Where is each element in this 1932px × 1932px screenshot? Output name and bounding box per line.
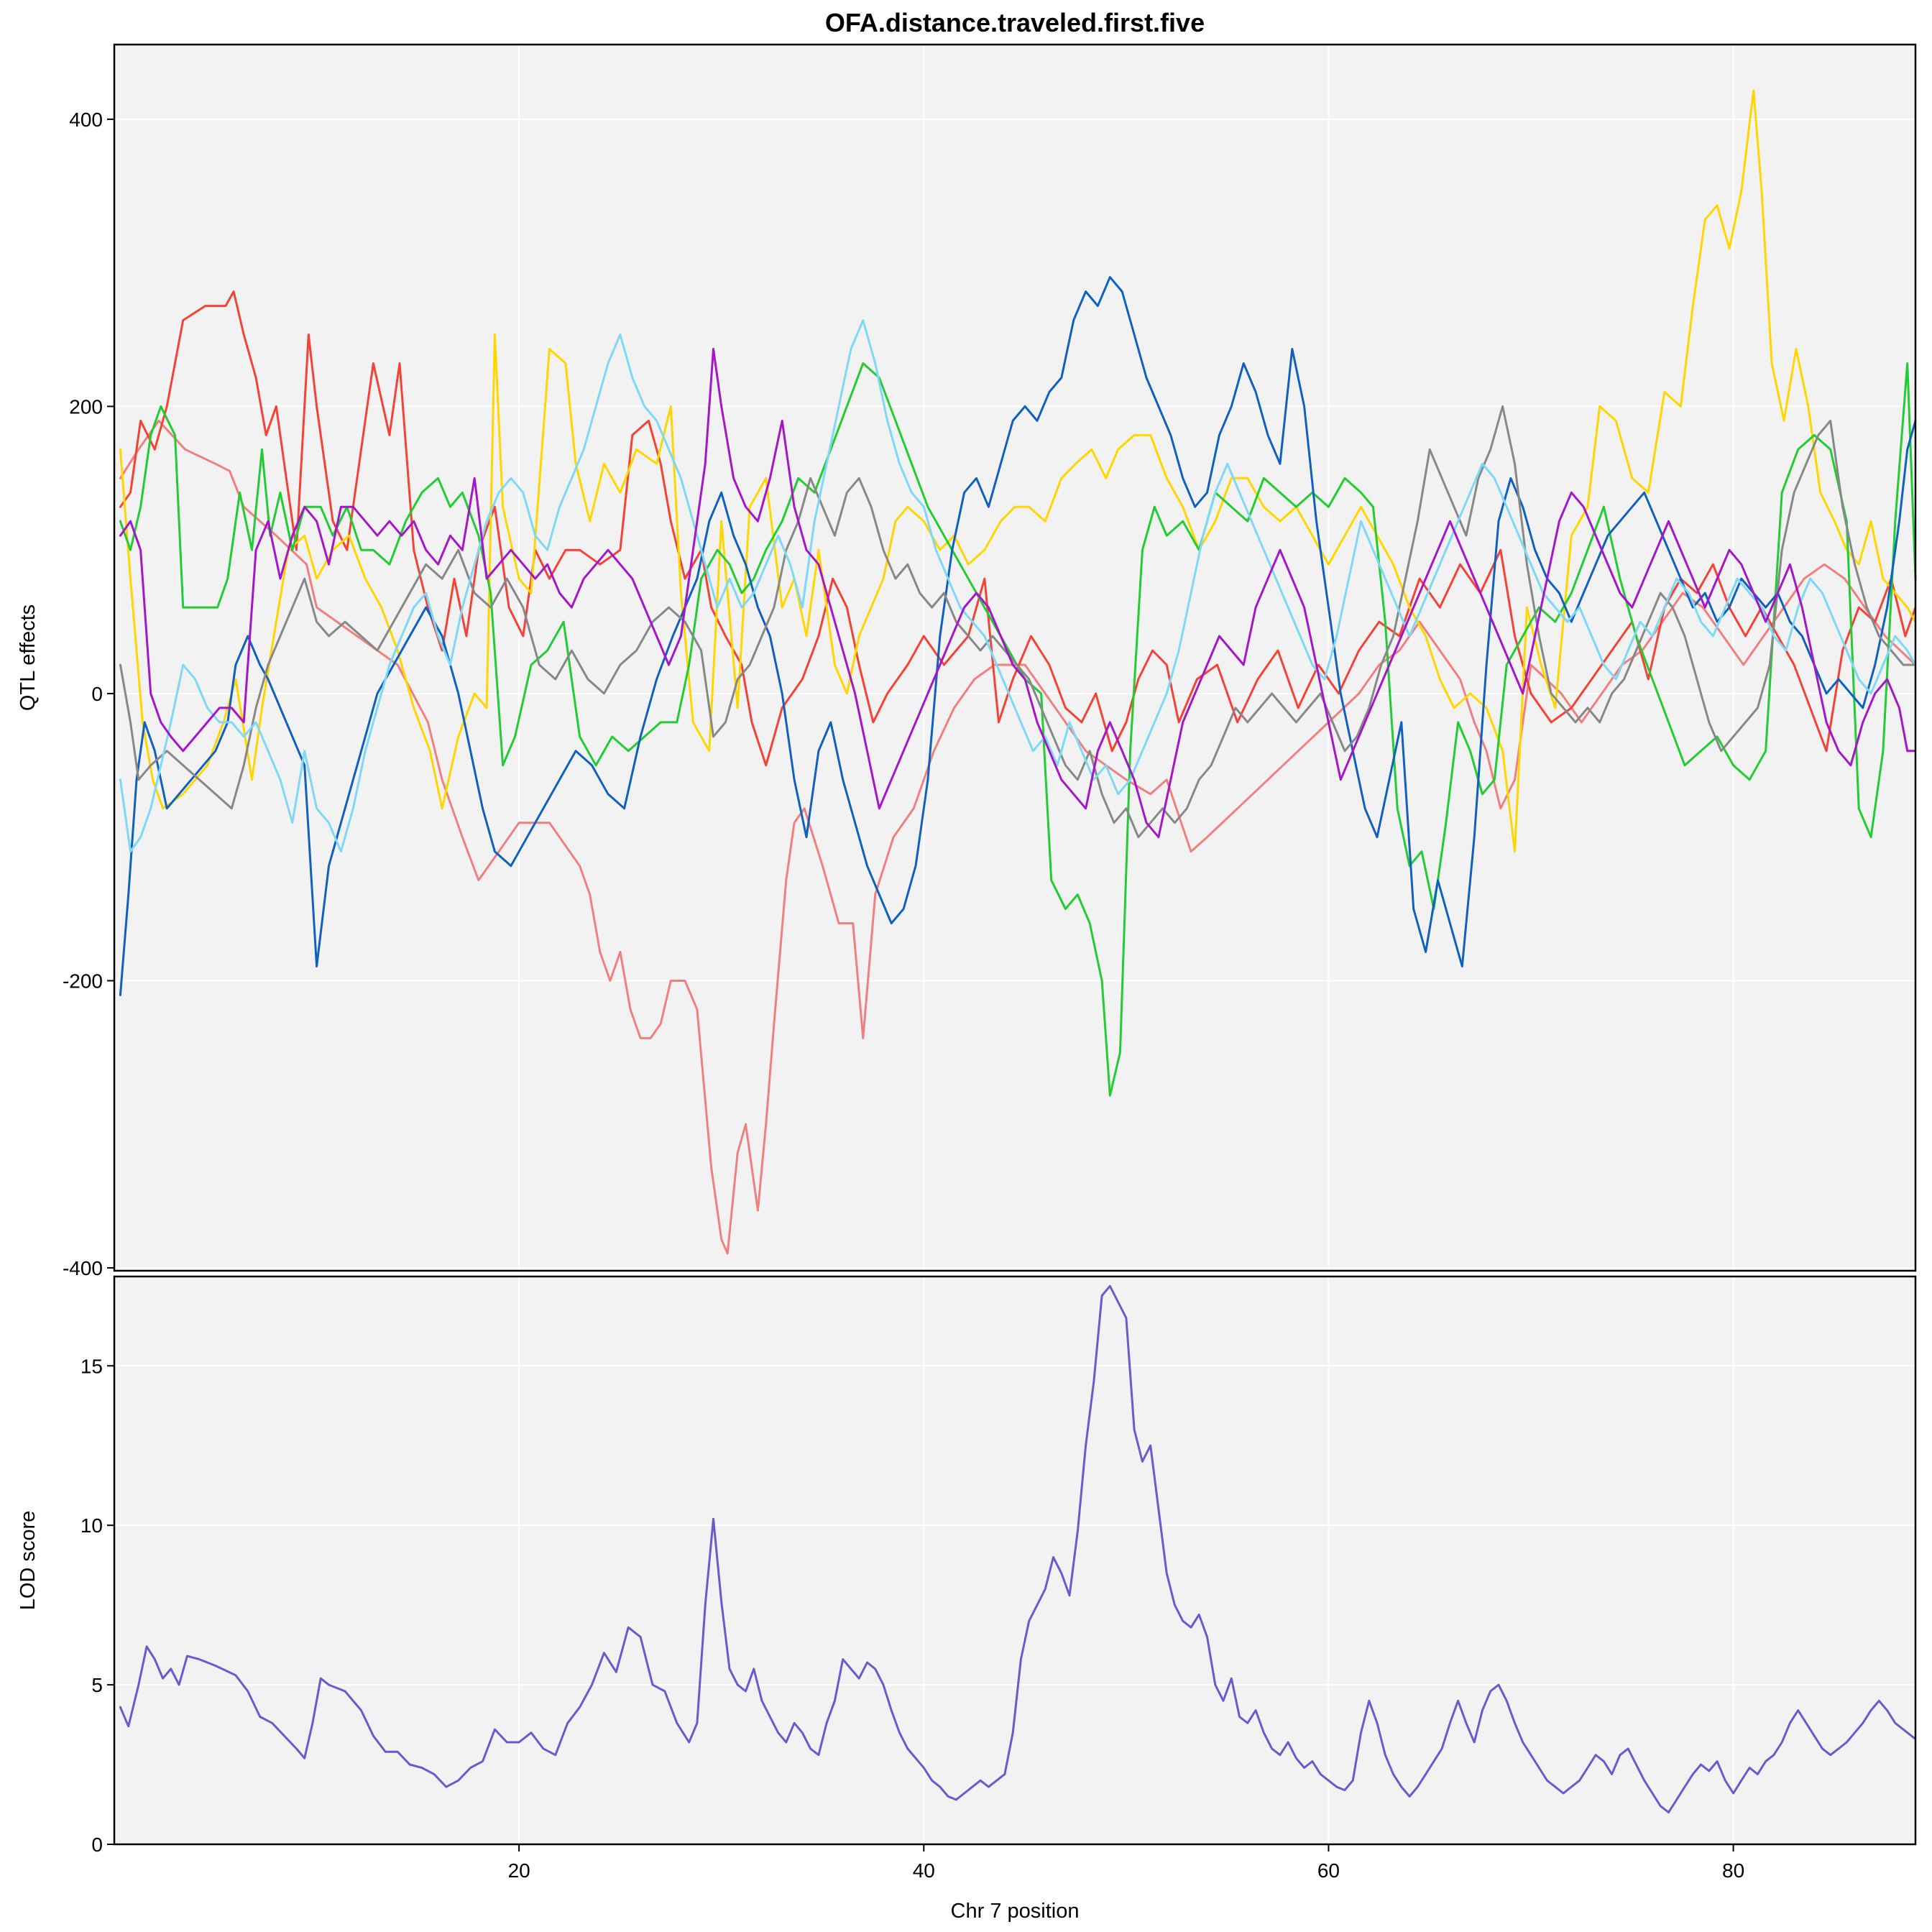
qtl-effects-panel-border bbox=[113, 43, 1917, 1272]
qtl-effects-series-line-5 bbox=[119, 276, 1917, 996]
qtl-effects-y-tick-label: -200 bbox=[63, 970, 103, 992]
lod-score-y-tick-label: 15 bbox=[80, 1355, 103, 1377]
qtl-effects-y-tick-label: 400 bbox=[69, 109, 103, 131]
lod-score-series bbox=[119, 1284, 1917, 1814]
lod-score-y-tick-label: 5 bbox=[91, 1674, 103, 1696]
qtl-effects-series-line-3 bbox=[119, 89, 1917, 853]
qtl-effects-series-line-1 bbox=[119, 419, 1917, 1255]
lod-score-panel-border bbox=[113, 1275, 1917, 1846]
qtl-effects-series bbox=[119, 89, 1917, 1255]
lod-score-panel: 0 5 10 15 20 40 60 80 LOD score Chr 7 position bbox=[17, 1275, 1917, 1923]
qtl-effects-y-axis: -400 -200 0 200 400 bbox=[63, 109, 114, 1279]
qtl-effects-y-tick-label: 200 bbox=[69, 395, 103, 418]
qtl-effects-y-tick-label: -400 bbox=[63, 1257, 103, 1279]
x-axis-label: Chr 7 position bbox=[951, 1900, 1080, 1923]
qtl-effects-series-line-2 bbox=[119, 290, 1917, 767]
x-tick-label: 20 bbox=[508, 1859, 530, 1882]
lod-score-x-axis: 20 40 60 80 bbox=[508, 1844, 1744, 1882]
qtl-effects-plot-area bbox=[114, 45, 1915, 1271]
qtl-effects-series-line-7 bbox=[119, 319, 1917, 853]
x-tick-label: 40 bbox=[913, 1859, 935, 1882]
qtl-effects-y-axis-label: QTL effects bbox=[17, 604, 40, 711]
x-tick-label: 60 bbox=[1317, 1859, 1340, 1882]
qtl-effects-gridlines bbox=[114, 45, 1915, 1271]
qtl-effects-series-line-8 bbox=[119, 348, 1917, 839]
lod-score-y-tick-label: 0 bbox=[91, 1834, 103, 1856]
qtl-effects-panel: -400 -200 0 200 400 QTL effects bbox=[17, 43, 1917, 1279]
qtl-effects-series-line-6 bbox=[119, 405, 1917, 839]
x-tick-label: 80 bbox=[1722, 1859, 1744, 1882]
chart-title: OFA.distance.traveled.first.five bbox=[825, 8, 1205, 37]
lod-score-series-line-1 bbox=[119, 1284, 1917, 1814]
lod-score-plot-area bbox=[114, 1276, 1915, 1844]
lod-score-y-tick-label: 10 bbox=[80, 1514, 103, 1537]
lod-score-y-axis: 0 5 10 15 bbox=[80, 1355, 114, 1856]
lod-score-y-axis-label: LOD score bbox=[17, 1511, 40, 1611]
qtl-effects-y-tick-label: 0 bbox=[91, 683, 103, 705]
